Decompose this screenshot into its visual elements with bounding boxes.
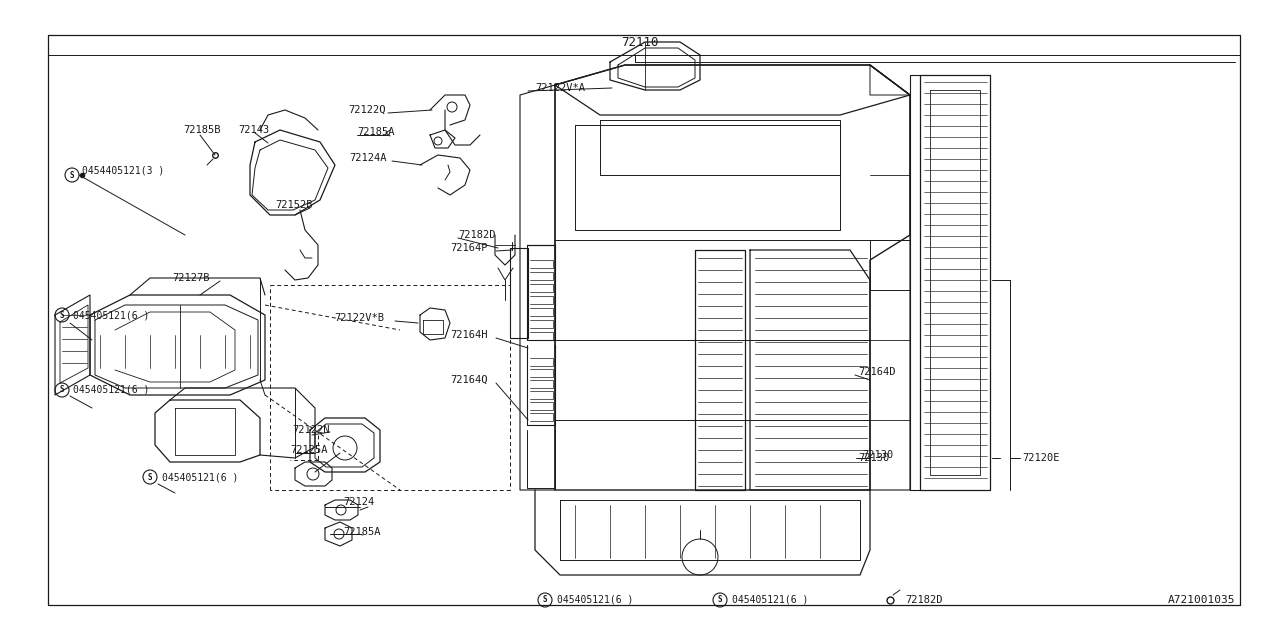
Text: 72130: 72130 (858, 453, 890, 463)
Text: 72164P: 72164P (451, 243, 488, 253)
Text: 72130: 72130 (861, 450, 893, 460)
Text: S: S (60, 310, 64, 319)
Text: 72125A: 72125A (291, 445, 328, 455)
Text: S: S (147, 472, 152, 481)
Text: 045405121(6 ): 045405121(6 ) (163, 472, 238, 482)
Text: 72110: 72110 (621, 35, 659, 49)
Text: 72124A: 72124A (349, 153, 387, 163)
Text: 045405121(6 ): 045405121(6 ) (732, 595, 809, 605)
Text: 72185A: 72185A (357, 127, 394, 137)
Text: 72127B: 72127B (172, 273, 210, 283)
Text: 0454405121(3 ): 0454405121(3 ) (82, 165, 164, 175)
Text: 72182D: 72182D (458, 230, 495, 240)
Text: 72124: 72124 (343, 497, 374, 507)
Text: 72143: 72143 (238, 125, 269, 135)
Text: 72185B: 72185B (183, 125, 220, 135)
Text: S: S (543, 595, 548, 605)
Text: 72120E: 72120E (1021, 453, 1060, 463)
Text: 045405121(6 ): 045405121(6 ) (557, 595, 634, 605)
Text: 72164H: 72164H (451, 330, 488, 340)
Text: 72122Q: 72122Q (348, 105, 385, 115)
Text: 72164D: 72164D (858, 367, 896, 377)
Text: 045405121(6 ): 045405121(6 ) (73, 310, 150, 320)
Text: 72164Q: 72164Q (451, 375, 488, 385)
Text: 045405121(6 ): 045405121(6 ) (73, 385, 150, 395)
Text: S: S (718, 595, 722, 605)
Text: 72122V*A: 72122V*A (535, 83, 585, 93)
Text: 72122N: 72122N (292, 425, 329, 435)
Text: 72152B: 72152B (275, 200, 312, 210)
Text: 72185A: 72185A (343, 527, 380, 537)
Text: S: S (60, 385, 64, 394)
Text: A721001035: A721001035 (1167, 595, 1235, 605)
Text: 72182D: 72182D (905, 595, 942, 605)
Text: S: S (69, 170, 74, 179)
Text: 72122V*B: 72122V*B (334, 313, 384, 323)
